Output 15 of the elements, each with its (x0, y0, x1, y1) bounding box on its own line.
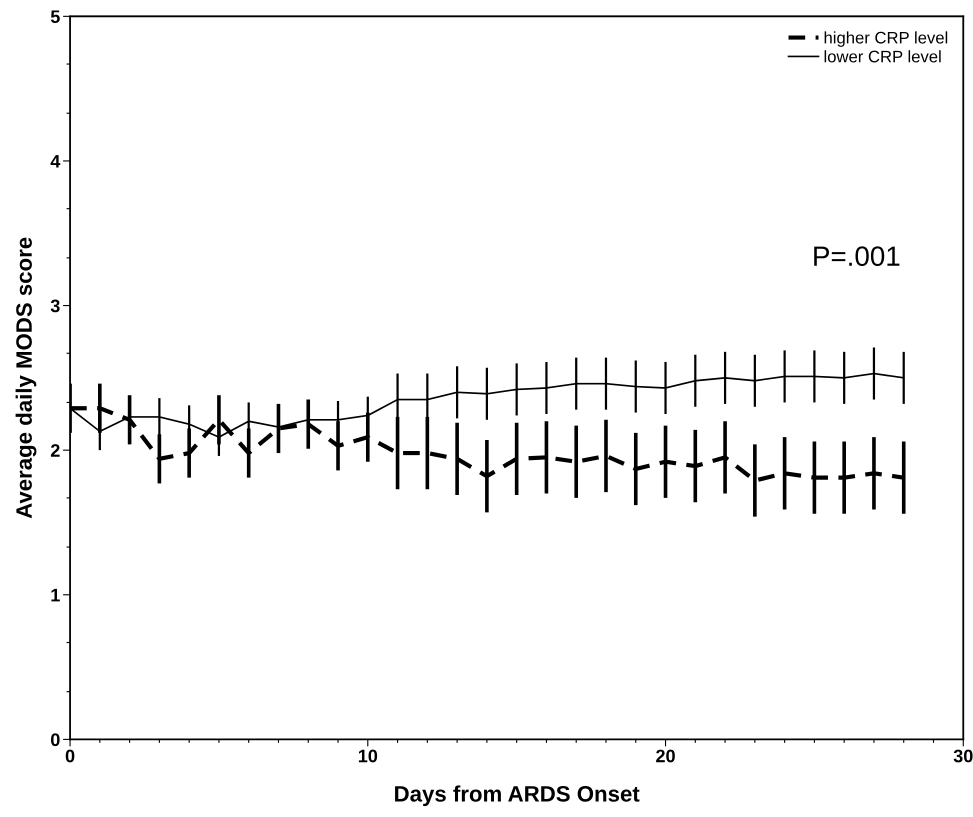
annotation: P=.001 (814, 246, 900, 266)
y-tick-label: 1 (51, 588, 60, 602)
y-tick-label: 3 (50, 299, 60, 312)
y-tick-label: 5 (50, 10, 60, 24)
y-axis-title: Average daily MODS score (16, 238, 36, 518)
legend-label: lower CRP level (824, 50, 941, 62)
x-axis-title: Days from ARDS Onset (395, 785, 640, 806)
y-tick-label: 4 (50, 155, 60, 168)
x-tick-label: 0 (66, 750, 74, 762)
x-tick-label: 30 (954, 750, 973, 762)
x-tick-label: 10 (358, 750, 378, 762)
x-tick-label: 20 (656, 750, 675, 762)
y-tick-label: 2 (50, 444, 60, 457)
y-tick-label: 0 (51, 733, 60, 746)
legend-label: higher CRP level (824, 31, 948, 47)
